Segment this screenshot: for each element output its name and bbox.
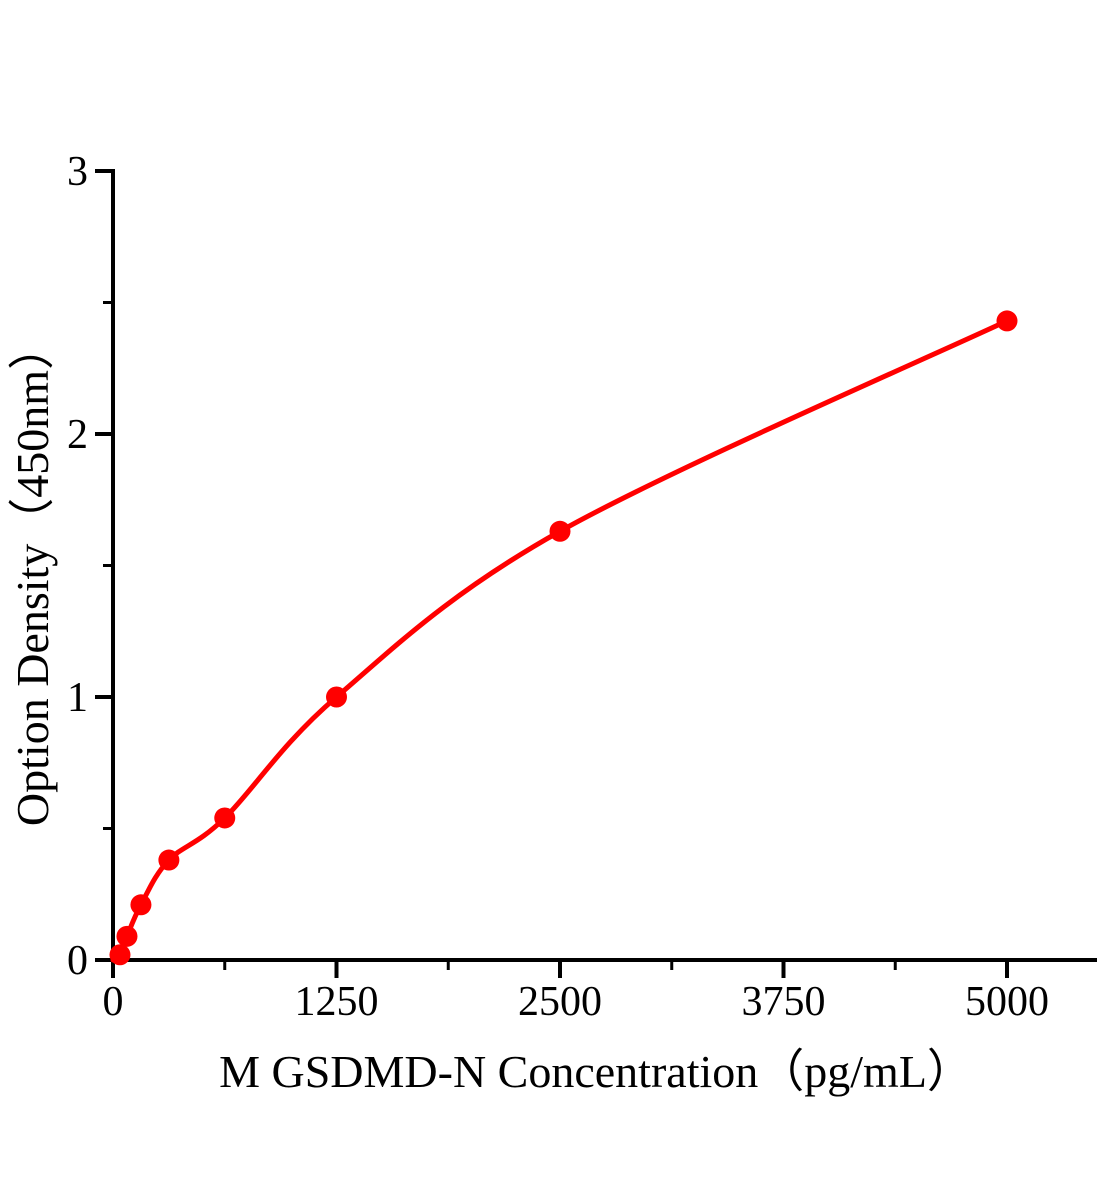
data-point-marker: [996, 310, 1018, 332]
y-tick-label: 3: [67, 149, 88, 195]
fit-curve: [110, 318, 1010, 963]
x-tick-label: 5000: [965, 979, 1049, 1025]
x-tick-label: 0: [103, 979, 124, 1025]
x-tick-label: 1250: [295, 979, 379, 1025]
x-tick-label: 3750: [742, 979, 826, 1025]
x-axis-title: M GSDMD-N Concentration（pg/mL）: [219, 1046, 973, 1097]
data-point-marker: [158, 849, 180, 871]
data-point-marker: [116, 925, 138, 947]
data-point-marker: [326, 686, 347, 708]
y-tick-label: 1: [67, 675, 88, 721]
y-tick-label: 2: [67, 412, 88, 458]
series-layer: [109, 310, 1018, 966]
x-tick-label: 2500: [518, 979, 602, 1025]
data-point-marker: [549, 520, 571, 542]
y-axis-title: Option Density（450nm）: [7, 324, 58, 826]
data-point-marker: [214, 807, 236, 829]
data-point-marker: [109, 944, 131, 966]
axes-layer: 0 1250 2500 3750 5000 0 1 2 3: [67, 149, 1097, 1025]
y-tick-label: 0: [67, 938, 88, 984]
data-point-marker: [130, 894, 152, 916]
